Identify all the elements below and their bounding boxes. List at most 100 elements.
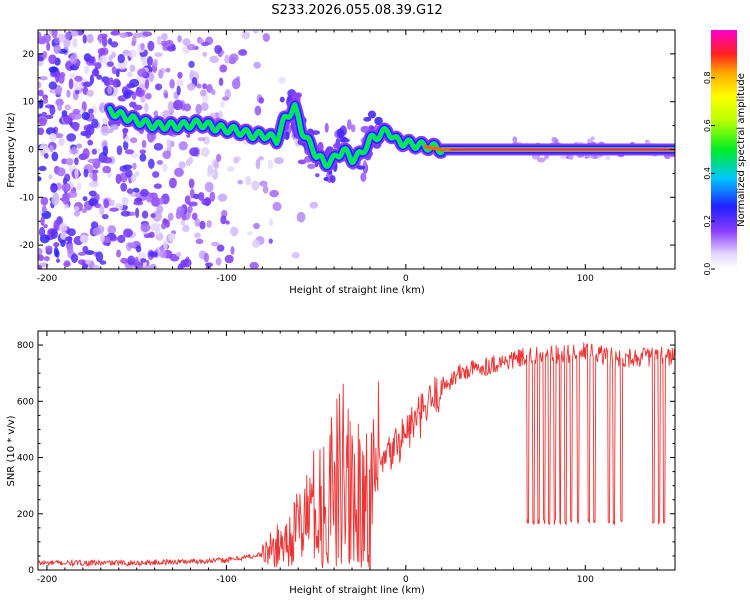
noise-speckle [227, 165, 235, 172]
noise-speckle [224, 254, 234, 264]
noise-speckle [200, 41, 210, 47]
noise-speckle [175, 252, 182, 257]
noise-speckle [106, 61, 114, 67]
noise-speckle [41, 51, 48, 59]
noise-speckle [97, 47, 106, 55]
noise-speckle [116, 145, 123, 156]
noise-speckle [230, 246, 235, 255]
noise-speckle [144, 102, 149, 113]
noise-speckle [40, 216, 45, 226]
noise-speckle [207, 164, 214, 174]
colorbar-tick-label: 0.4 [703, 167, 712, 180]
noise-speckle [110, 30, 121, 36]
noise-speckle [169, 78, 175, 89]
noise-speckle [76, 182, 82, 191]
noise-speckle [115, 68, 120, 78]
noise-speckle [96, 74, 103, 80]
spectrogram-x-tick-label: -100 [216, 274, 237, 284]
noise-speckle [278, 77, 286, 84]
turbulence-blob [323, 177, 329, 182]
noise-speckle [63, 203, 69, 210]
noise-speckle [197, 192, 205, 201]
noise-speckle [129, 137, 138, 144]
noise-speckle [140, 223, 151, 233]
noise-speckle [59, 71, 66, 79]
noise-speckle [135, 207, 140, 219]
noise-speckle [42, 33, 51, 43]
noise-speckle [39, 98, 44, 109]
noise-speckle [181, 224, 190, 233]
noise-speckle [101, 36, 108, 48]
noise-speckle [102, 145, 109, 157]
noise-speckle [141, 56, 147, 68]
noise-speckle [247, 231, 253, 236]
noise-speckle [262, 32, 270, 42]
noise-speckle [153, 58, 158, 68]
noise-speckle [159, 246, 164, 251]
noise-speckle [132, 104, 143, 111]
noise-speckle [257, 156, 264, 161]
snr-x-tick-label: 0 [403, 575, 409, 585]
noise-speckle [224, 54, 230, 64]
noise-speckle [45, 114, 54, 119]
noise-speckle [38, 226, 46, 238]
sidelobe-blob [605, 155, 611, 161]
noise-speckle [86, 33, 94, 44]
turbulence-blob [336, 128, 345, 139]
noise-speckle [130, 173, 137, 183]
noise-speckle [115, 173, 122, 184]
noise-speckle [57, 103, 63, 112]
noise-speckle [202, 83, 208, 89]
noise-speckle [82, 245, 89, 254]
noise-speckle [231, 78, 241, 90]
noise-speckle [43, 255, 50, 262]
noise-speckle [60, 231, 68, 240]
noise-speckle [98, 34, 103, 44]
noise-speckle [216, 244, 225, 252]
noise-speckle [55, 249, 60, 258]
spectrogram-x-tick-label: 100 [577, 274, 594, 284]
noise-speckle [121, 196, 129, 206]
noise-speckle [38, 81, 42, 89]
noise-speckle [122, 164, 133, 170]
noise-speckle [272, 201, 282, 212]
noise-speckle [64, 104, 72, 111]
turbulence-blob [315, 173, 320, 178]
noise-speckle [117, 234, 126, 244]
noise-speckle [138, 83, 148, 89]
noise-speckle [43, 153, 49, 159]
noise-speckle [249, 261, 259, 269]
noise-speckle [66, 243, 74, 255]
noise-speckle [166, 45, 176, 52]
noise-speckle [82, 148, 90, 159]
noise-speckle [163, 92, 169, 99]
noise-speckle [154, 83, 163, 91]
noise-speckle [101, 213, 109, 220]
snr-frame [37, 330, 676, 571]
spectrogram-y-tick-label: 20 [23, 50, 35, 60]
noise-speckle [56, 167, 66, 177]
colorbar-label: Normalized spectral amplitude [736, 73, 747, 227]
noise-speckle [162, 163, 168, 172]
spectrogram-x-tick-label: -200 [37, 274, 58, 284]
noise-speckle [103, 198, 109, 209]
noise-speckle [153, 183, 162, 189]
noise-speckle [38, 127, 45, 136]
noise-speckle [274, 157, 284, 165]
turbulence-blob [339, 136, 348, 143]
noise-speckle [74, 206, 80, 212]
noise-speckle [85, 259, 92, 265]
noise-speckle [63, 260, 71, 268]
noise-speckle [199, 220, 206, 230]
noise-speckle [200, 102, 209, 112]
noise-speckle [262, 185, 269, 194]
noise-speckle [101, 76, 110, 83]
noise-speckle [123, 140, 129, 151]
noise-speckle [152, 192, 158, 199]
noise-speckle [61, 158, 68, 165]
noise-speckle [116, 249, 122, 258]
noise-speckle [69, 54, 78, 64]
noise-speckle [65, 236, 73, 242]
noise-speckle [122, 49, 132, 57]
